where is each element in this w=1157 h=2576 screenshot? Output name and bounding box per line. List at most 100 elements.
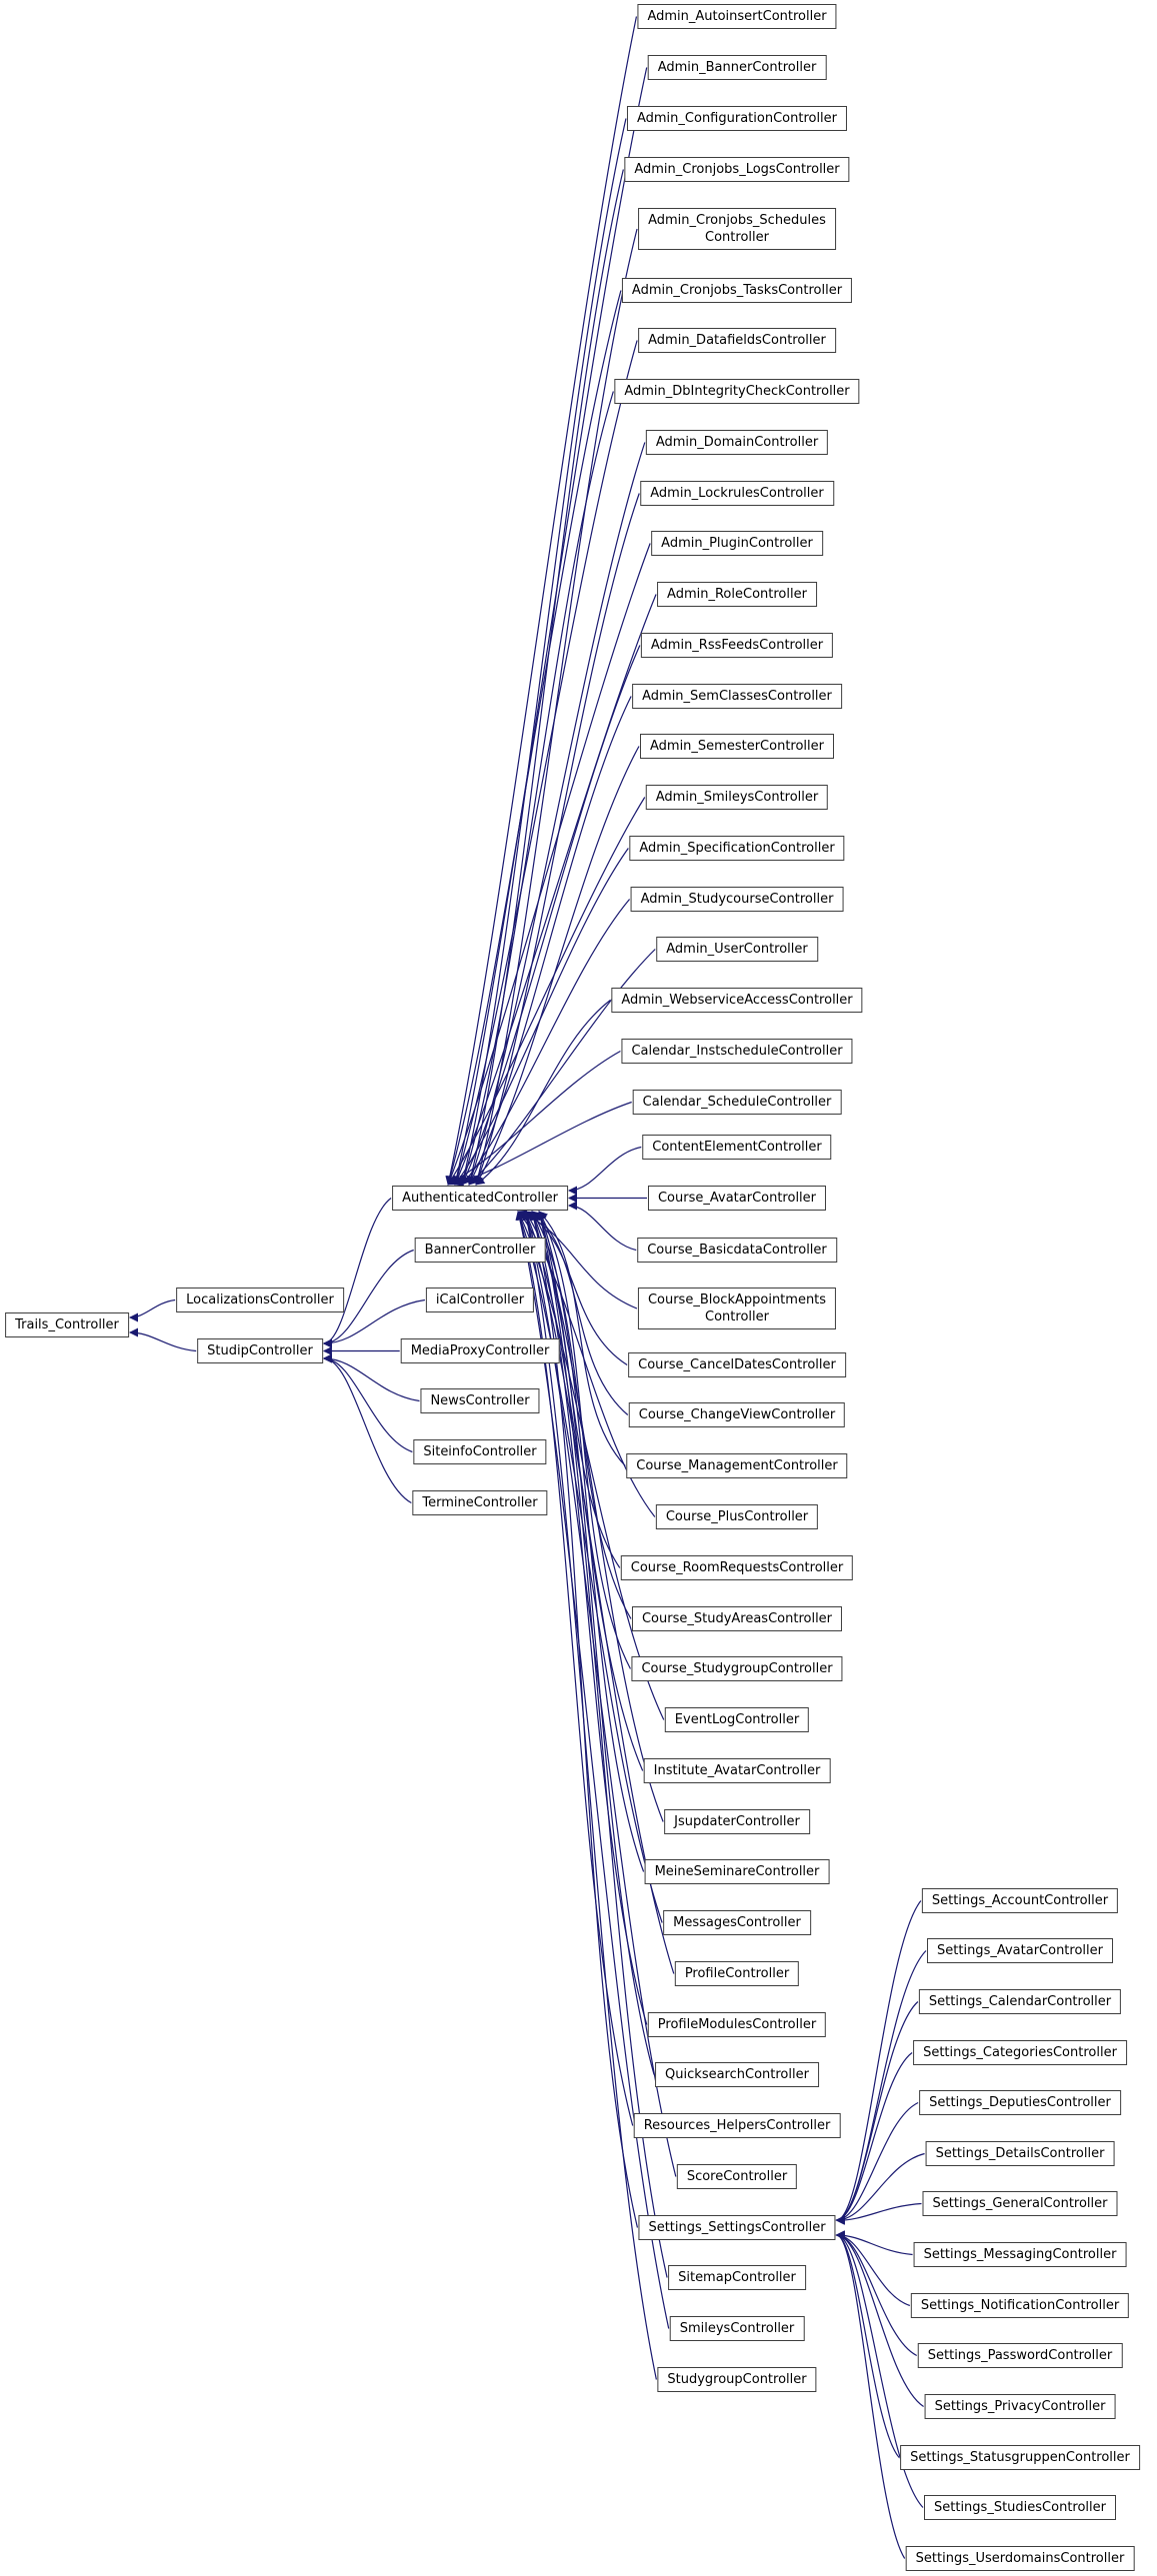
inheritance-edge-course_management-to-authenticated xyxy=(538,1211,626,1466)
class-node-admin_rssfeeds[interactable]: Admin_RssFeedsController xyxy=(640,633,834,658)
class-node-settings_settings[interactable]: Settings_SettingsController xyxy=(638,2215,836,2240)
class-node-siteinfo[interactable]: SiteinfoController xyxy=(413,1439,547,1464)
class-node-admin_cronjobs_logs[interactable]: Admin_Cronjobs_LogsController xyxy=(624,157,850,182)
class-node-admin_role[interactable]: Admin_RoleController xyxy=(657,582,817,607)
class-node-admin_webserviceaccess[interactable]: Admin_WebserviceAccessController xyxy=(611,988,863,1013)
class-node-calendar_schedule[interactable]: Calendar_ScheduleController xyxy=(632,1090,842,1115)
class-node-admin_lockrules[interactable]: Admin_LockrulesController xyxy=(640,481,834,506)
class-node-admin_autoinsert[interactable]: Admin_AutoinsertController xyxy=(637,4,837,29)
inheritance-edge-admin_specification-to-authenticated xyxy=(454,848,629,1186)
inheritance-edge-studip-to-trails xyxy=(128,1327,197,1352)
class-node-course_changeview[interactable]: Course_ChangeViewController xyxy=(628,1402,846,1427)
inheritance-edge-admin_semclasses-to-authenticated xyxy=(468,696,632,1186)
inheritance-edge-localizations-to-trails xyxy=(128,1298,176,1322)
class-node-settings_details[interactable]: Settings_DetailsController xyxy=(925,2141,1115,2166)
class-node-authenticated[interactable]: AuthenticatedController xyxy=(392,1186,568,1211)
class-node-calendar_instschedule[interactable]: Calendar_InstscheduleController xyxy=(621,1039,853,1064)
inheritance-edge-calendar_schedule-to-authenticated xyxy=(454,1101,632,1187)
class-node-studip[interactable]: StudipController xyxy=(197,1338,323,1363)
class-node-eventlog[interactable]: EventLogController xyxy=(664,1707,810,1732)
inheritance-edge-admin_webserviceaccess-to-authenticated xyxy=(475,1000,611,1186)
inheritance-edge-settings_general-to-settings_settings xyxy=(835,2202,922,2225)
class-node-settings_categories[interactable]: Settings_CategoriesController xyxy=(913,2040,1127,2065)
class-node-settings_notification[interactable]: Settings_NotificationController xyxy=(910,2293,1130,2318)
class-node-ical[interactable]: iCalController xyxy=(425,1288,535,1312)
class-node-course_blockappointments[interactable]: Course_BlockAppointments Controller xyxy=(637,1288,837,1329)
inheritance-edge-admin_cronjobs_logs-to-authenticated xyxy=(466,169,624,1186)
class-node-quicksearch[interactable]: QuicksearchController xyxy=(655,2062,819,2087)
inheritance-edge-admin_autoinsert-to-authenticated xyxy=(445,16,638,1186)
class-node-termine[interactable]: TermineController xyxy=(412,1490,548,1515)
inheritance-edge-settings_calendar-to-settings_settings xyxy=(835,2001,919,2225)
class-node-banner[interactable]: BannerController xyxy=(414,1238,546,1263)
inheritance-edge-admin_datafields-to-authenticated xyxy=(453,340,638,1186)
class-node-score[interactable]: ScoreController xyxy=(676,2164,798,2189)
class-node-settings_calendar[interactable]: Settings_CalendarController xyxy=(918,1989,1122,2014)
inheritance-edge-calendar_instschedule-to-authenticated xyxy=(447,1050,621,1186)
inheritance-edge-course_changeview-to-authenticated xyxy=(531,1211,629,1415)
inheritance-edge-settings_deputies-to-settings_settings xyxy=(835,2101,919,2225)
class-node-admin_cronjobs_tasks[interactable]: Admin_Cronjobs_TasksController xyxy=(621,278,853,303)
class-node-admin_cronjobs_schedules[interactable]: Admin_Cronjobs_Schedules Controller xyxy=(638,208,836,250)
class-node-admin_semester[interactable]: Admin_SemesterController xyxy=(639,734,835,759)
class-node-admin_configuration[interactable]: Admin_ConfigurationController xyxy=(626,106,848,131)
inheritance-edge-resources_helpers-to-authenticated xyxy=(515,1211,634,2126)
class-node-admin_smileys[interactable]: Admin_SmileysController xyxy=(645,785,829,810)
class-node-course_basicdata[interactable]: Course_BasicdataController xyxy=(637,1238,837,1263)
class-node-admin_plugin[interactable]: Admin_PluginController xyxy=(651,531,823,556)
class-node-institute_avatar[interactable]: Institute_AvatarController xyxy=(643,1758,831,1783)
inheritance-edge-quicksearch-to-authenticated xyxy=(537,1211,655,2075)
inheritance-edge-settings_studies-to-settings_settings xyxy=(835,2230,924,2508)
class-node-admin_dbintegritycheck[interactable]: Admin_DbIntegrityCheckController xyxy=(614,379,860,404)
class-node-settings_userdomains[interactable]: Settings_UserdomainsController xyxy=(905,2546,1135,2571)
inheritance-edge-banner-to-studip xyxy=(322,1249,414,1348)
class-node-settings_studies[interactable]: Settings_StudiesController xyxy=(924,2495,1116,2520)
class-node-admin_specification[interactable]: Admin_SpecificationController xyxy=(629,836,845,861)
class-node-news[interactable]: NewsController xyxy=(420,1388,540,1413)
class-node-contentelement[interactable]: ContentElementController xyxy=(642,1135,832,1160)
class-node-course_roomrequests[interactable]: Course_RoomRequestsController xyxy=(620,1555,854,1580)
inheritance-edge-score-to-authenticated xyxy=(522,1211,677,2177)
inheritance-edge-admin_smileys-to-authenticated xyxy=(447,797,646,1186)
class-node-sitemap[interactable]: SitemapController xyxy=(668,2265,806,2290)
inheritance-edge-authenticated-to-studip xyxy=(322,1198,392,1348)
class-node-meineseminare[interactable]: MeineSeminareController xyxy=(644,1859,830,1884)
class-node-settings_avatar[interactable]: Settings_AvatarController xyxy=(927,1938,1113,1963)
class-node-settings_privacy[interactable]: Settings_PrivacyController xyxy=(924,2394,1116,2419)
class-node-settings_messaging[interactable]: Settings_MessagingController xyxy=(913,2242,1127,2267)
class-node-admin_datafields[interactable]: Admin_DatafieldsController xyxy=(638,328,836,353)
class-node-smileys[interactable]: SmileysController xyxy=(669,2316,805,2341)
class-node-settings_account[interactable]: Settings_AccountController xyxy=(921,1888,1119,1913)
class-node-course_management[interactable]: Course_ManagementController xyxy=(626,1453,848,1478)
class-node-messages[interactable]: MessagesController xyxy=(663,1910,811,1935)
class-node-admin_domain[interactable]: Admin_DomainController xyxy=(645,430,829,455)
class-node-settings_deputies[interactable]: Settings_DeputiesController xyxy=(919,2090,1121,2115)
class-node-course_plus[interactable]: Course_PlusController xyxy=(655,1504,819,1529)
inheritance-edge-admin_rssfeeds-to-authenticated xyxy=(461,645,641,1186)
inheritance-edge-course_basicdata-to-authenticated xyxy=(568,1201,637,1252)
class-node-settings_statusgruppen[interactable]: Settings_StatusgruppenController xyxy=(900,2445,1140,2470)
class-node-admin_semclasses[interactable]: Admin_SemClassesController xyxy=(632,684,842,709)
inheritance-edge-settings_details-to-settings_settings xyxy=(835,2152,925,2225)
class-node-settings_general[interactable]: Settings_GeneralController xyxy=(922,2191,1118,2216)
class-node-admin_user[interactable]: Admin_UserController xyxy=(656,937,818,962)
class-node-course_studyareas[interactable]: Course_StudyAreasController xyxy=(631,1606,843,1631)
class-node-profile[interactable]: ProfileController xyxy=(674,1961,800,1986)
inheritance-edge-admin_dbintegritycheck-to-authenticated xyxy=(460,391,614,1186)
class-node-course_studygroup[interactable]: Course_StudygroupController xyxy=(631,1656,843,1681)
class-node-resources_helpers[interactable]: Resources_HelpersController xyxy=(633,2113,841,2138)
inheritance-edge-admin_role-to-authenticated xyxy=(454,594,657,1186)
class-node-jsupdater[interactable]: JsupdaterController xyxy=(664,1809,810,1834)
class-node-course_avatar[interactable]: Course_AvatarController xyxy=(647,1186,827,1211)
class-node-studygroup[interactable]: StudygroupController xyxy=(657,2367,817,2392)
class-node-settings_password[interactable]: Settings_PasswordController xyxy=(917,2343,1123,2368)
class-node-admin_studycourse[interactable]: Admin_StudycourseController xyxy=(630,887,844,912)
class-node-course_canceldates[interactable]: Course_CancelDatesController xyxy=(628,1352,846,1377)
class-node-trails[interactable]: Trails_Controller xyxy=(5,1312,129,1337)
class-node-admin_banner[interactable]: Admin_BannerController xyxy=(647,55,827,80)
inheritance-edge-settings_categories-to-settings_settings xyxy=(835,2052,913,2225)
class-node-localizations[interactable]: LocalizationsController xyxy=(176,1288,344,1312)
class-node-profilemodules[interactable]: ProfileModulesController xyxy=(647,2012,827,2037)
class-node-mediaproxy[interactable]: MediaProxyController xyxy=(400,1338,560,1363)
